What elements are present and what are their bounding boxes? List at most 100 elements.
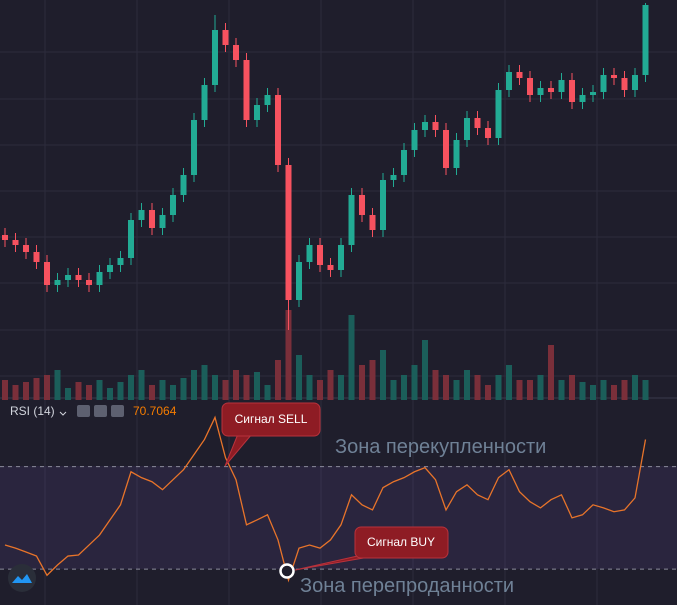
volume-bar [96, 380, 103, 400]
volume-bar [117, 382, 124, 400]
buy-marker [279, 563, 295, 579]
candle-body [579, 95, 586, 102]
candle-body [548, 88, 554, 92]
candle-body [453, 140, 460, 168]
logo-icon[interactable] [12, 574, 32, 583]
dropdown-icon[interactable] [59, 411, 67, 416]
candle-body [443, 130, 449, 168]
candle-body [243, 60, 250, 120]
candle-body [191, 120, 197, 175]
volume-bar [317, 380, 323, 400]
candle-body [527, 78, 533, 95]
volume-bar [254, 372, 260, 400]
volume-bar [180, 378, 187, 400]
candle-body [495, 90, 502, 138]
remove-button[interactable] [111, 405, 124, 417]
volume-bar [537, 375, 544, 400]
candle-body [65, 275, 71, 280]
volume-bar [474, 375, 481, 400]
volume-bar [506, 365, 512, 400]
volume-bar [23, 382, 29, 400]
candle-body [149, 210, 155, 228]
candle-body [338, 245, 344, 270]
rsi-value: 70.7064 [133, 404, 177, 418]
volume-bar [222, 380, 229, 400]
candle-body [180, 175, 187, 195]
volume-bar [275, 360, 281, 400]
volume-bar [443, 375, 449, 400]
volume-bar [149, 385, 155, 400]
volume-bar [86, 385, 92, 400]
volume-bar [264, 385, 271, 400]
volume-bar [12, 385, 19, 400]
candle-body [222, 30, 229, 45]
volume-bar [327, 370, 334, 400]
volume-bar [548, 345, 554, 400]
volume-bar [611, 385, 617, 400]
candle-body [33, 252, 40, 262]
logo-circle[interactable] [8, 564, 36, 592]
candle-body [611, 75, 617, 78]
candle-body [296, 262, 302, 300]
volume-bar [600, 380, 607, 400]
volume-bar [401, 375, 407, 400]
volume-bar [380, 350, 386, 400]
sell-text: Сигнал SELL [235, 412, 308, 426]
candle-body [138, 210, 145, 220]
candle-body [275, 95, 281, 165]
candle-body [506, 72, 512, 90]
candle-body [264, 95, 271, 105]
rsi-title: RSI (14) [10, 404, 55, 418]
rsi-band [0, 466, 677, 569]
volume-bar [453, 380, 460, 400]
settings-button[interactable] [94, 405, 107, 417]
volume-bar [54, 370, 61, 400]
volume-bar [201, 365, 208, 400]
volume-bar [296, 355, 302, 400]
candle-body [128, 220, 134, 258]
volume-bar [590, 385, 596, 400]
volume-bar [621, 380, 628, 400]
candle-body [369, 215, 376, 230]
volume-bar [338, 375, 344, 400]
buy-text: Сигнал BUY [367, 535, 435, 549]
candle-body [474, 118, 481, 128]
volume-bar [422, 340, 428, 400]
overbought-label: Зона перекупленности [335, 436, 546, 458]
oversold-label: Зона перепроданности [300, 575, 514, 597]
volume-bar [642, 380, 649, 400]
candle-body [96, 272, 103, 285]
candle-body [432, 122, 439, 130]
volume-bar [369, 360, 376, 400]
candle-body [75, 275, 82, 280]
logo[interactable] [8, 564, 36, 592]
eye-button[interactable] [77, 405, 90, 417]
volume-bar [516, 380, 523, 400]
volume-bar [233, 370, 239, 400]
volume-bar [359, 365, 365, 400]
volume-bar [558, 380, 565, 400]
candle-body [12, 240, 19, 245]
volume-bar [527, 380, 533, 400]
volume-bar [44, 375, 50, 400]
candle-body [285, 165, 292, 300]
candle-body [464, 118, 470, 140]
volume-bar [579, 382, 586, 400]
volume-bar [306, 375, 313, 400]
candle-body [569, 80, 575, 102]
candle-body [537, 88, 544, 95]
candle-body [201, 85, 208, 120]
volume-bar [432, 370, 439, 400]
candle-body [107, 265, 113, 272]
volume-bar [138, 370, 145, 400]
candle-body [590, 92, 596, 95]
candle-body [380, 180, 386, 230]
candle-body [159, 215, 166, 228]
volume-bar [348, 315, 355, 400]
volume-bar [2, 380, 8, 400]
candle-body [2, 235, 8, 240]
candle-body [621, 78, 628, 90]
